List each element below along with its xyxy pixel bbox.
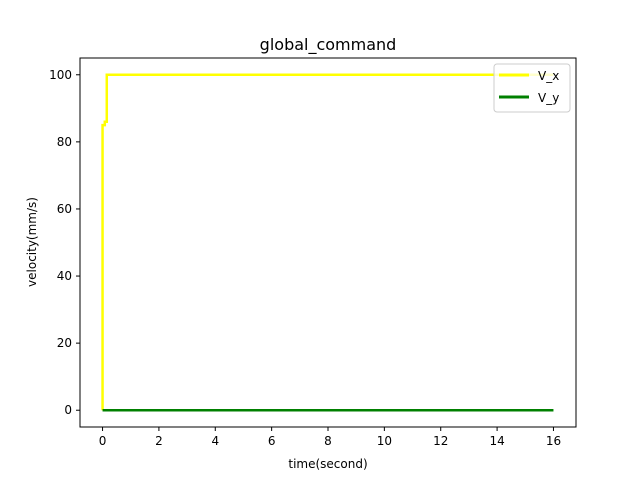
y-tick-label: 100 [49, 68, 72, 82]
x-tick-label: 12 [433, 434, 448, 448]
y-axis-label: velocity(mm/s) [25, 197, 39, 287]
x-tick-label: 16 [546, 434, 561, 448]
y-tick-label: 0 [64, 403, 72, 417]
x-tick-label: 2 [155, 434, 163, 448]
x-tick-label: 4 [211, 434, 219, 448]
legend-label-vy: V_y [538, 91, 559, 105]
x-tick-label: 8 [324, 434, 332, 448]
y-tick-label: 40 [57, 269, 72, 283]
series-layer [101, 73, 554, 412]
legend-label-vx: V_x [538, 69, 559, 83]
y-tick-label: 20 [57, 336, 72, 350]
x-axis: 0 2 4 6 8 10 12 14 16 [99, 427, 561, 448]
x-tick-label: 0 [99, 434, 107, 448]
x-tick-label: 6 [268, 434, 276, 448]
y-tick-label: 60 [57, 202, 72, 216]
y-tick-label: 80 [57, 135, 72, 149]
x-axis-label: time(second) [288, 457, 367, 471]
chart-title: global_command [260, 35, 397, 55]
y-axis: 0 20 40 60 80 100 [49, 68, 80, 417]
x-tick-label: 10 [377, 434, 392, 448]
series-line-v-x [101, 73, 554, 411]
legend: V_x V_y [493, 63, 571, 113]
x-tick-label: 14 [489, 434, 504, 448]
